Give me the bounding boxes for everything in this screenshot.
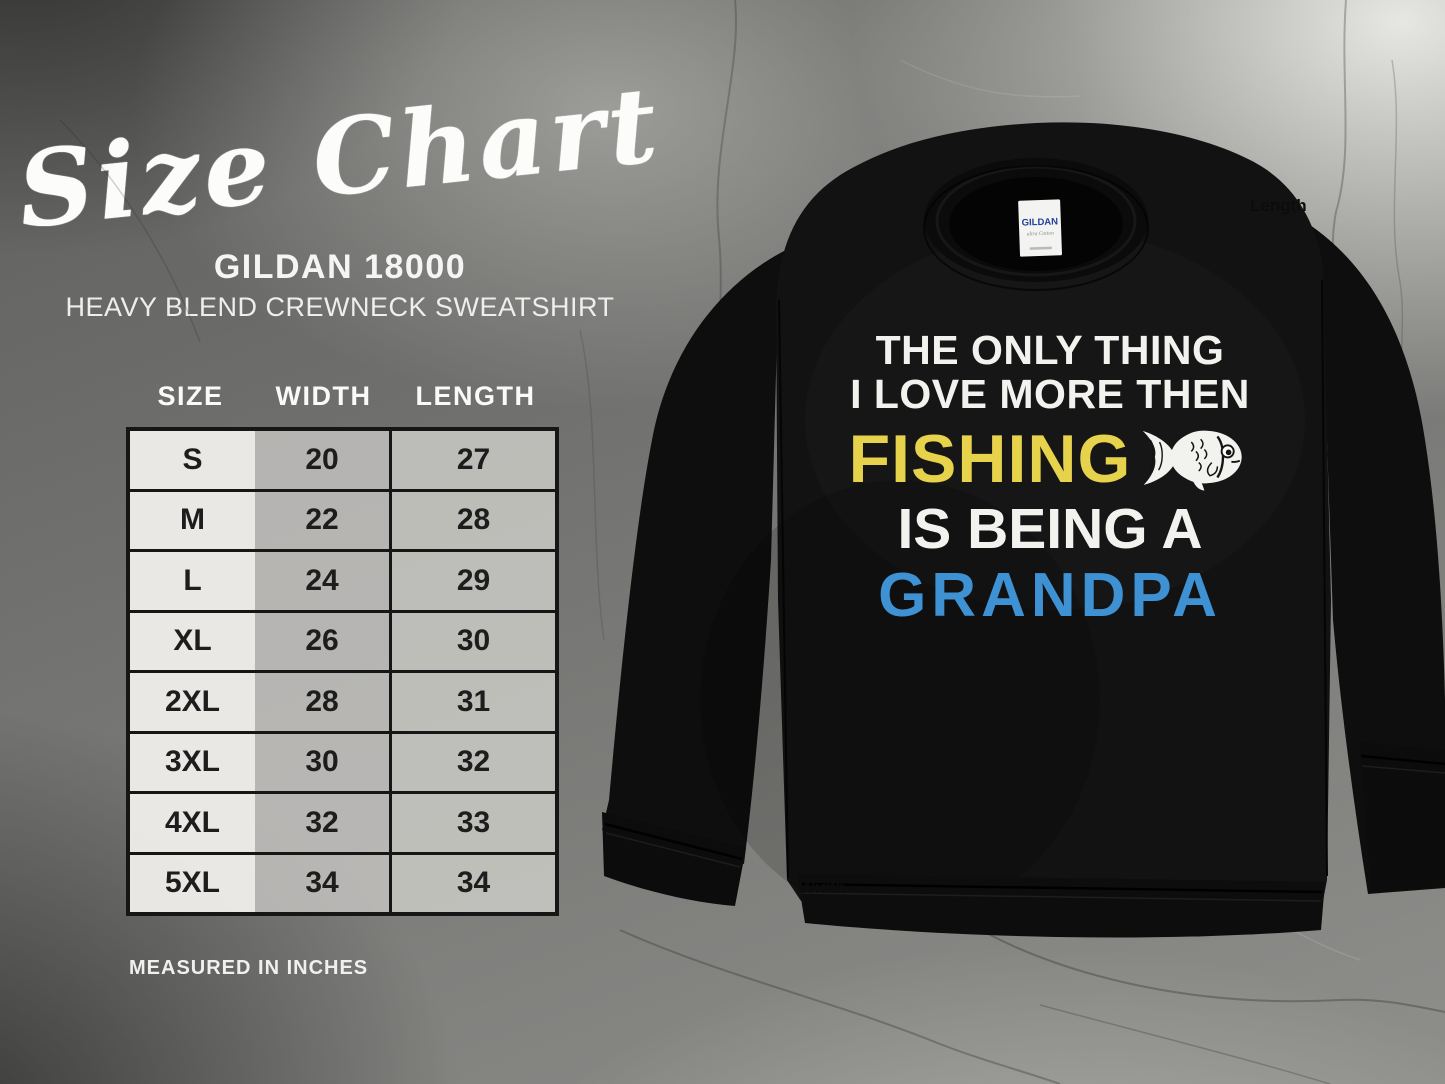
tag-brand-text: GILDAN — [1021, 216, 1058, 228]
cell-width: 24 — [255, 549, 392, 613]
table-row: L 24 29 — [128, 549, 557, 613]
cell-length: 28 — [389, 488, 557, 552]
cell-size: 4XL — [128, 791, 255, 855]
table-row: 4XL 32 33 — [128, 791, 557, 855]
length-label: Length — [1250, 196, 1307, 215]
cell-size: M — [128, 488, 255, 552]
column-header-length: LENGTH — [415, 381, 536, 411]
neck-tag: GILDAN ultra Cotton — [1018, 199, 1062, 257]
cell-size: 5XL — [128, 851, 255, 916]
table-row: 2XL 28 31 — [128, 670, 557, 734]
cell-size: L — [128, 549, 255, 613]
table-row: M 22 28 — [128, 488, 557, 552]
cell-width: 20 — [255, 427, 392, 492]
cell-width: 34 — [255, 851, 392, 916]
cell-length: 31 — [389, 670, 557, 734]
cell-length: 32 — [389, 730, 557, 794]
right-sleeve — [1310, 225, 1445, 894]
column-header-width: WIDTH — [275, 381, 372, 411]
cell-length: 27 — [389, 427, 557, 492]
table-row: 5XL 34 34 — [128, 851, 557, 916]
units-footnote: MEASURED IN INCHES — [129, 957, 369, 979]
cell-length: 34 — [389, 851, 557, 916]
table-row: 3XL 30 32 — [128, 730, 557, 794]
right-cuff — [1360, 742, 1445, 893]
cell-width: 28 — [255, 670, 392, 734]
left-cuff — [602, 812, 746, 906]
print-line-2: I LOVE MORE THEN — [850, 371, 1250, 417]
hem-band — [797, 874, 1325, 938]
fish-icon — [1139, 414, 1251, 500]
cell-size: S — [128, 427, 255, 492]
print-line-4: IS BEING A — [897, 497, 1203, 561]
tag-sub-text: ultra Cotton — [1027, 231, 1054, 238]
table-row: S 20 27 — [128, 427, 557, 492]
width-label: Width — [799, 878, 847, 897]
product-subtitle: HEAVY BLEND CREWNECK SWEATSHIRT — [65, 292, 615, 322]
cell-length: 30 — [389, 609, 557, 673]
cell-width: 32 — [255, 791, 392, 855]
print-line-grandpa: GRANDPA — [878, 561, 1222, 630]
print-line-1: THE ONLY THING — [875, 327, 1225, 373]
product-name: GILDAN 18000 — [213, 248, 467, 286]
cell-size: 3XL — [128, 730, 255, 794]
left-sleeve — [602, 248, 790, 906]
cell-size: XL — [128, 609, 255, 673]
cell-size: 2XL — [128, 670, 255, 734]
print-line-fishing: FISHING — [848, 421, 1132, 497]
cell-width: 30 — [255, 730, 392, 794]
cell-width: 22 — [255, 488, 392, 552]
cell-length: 33 — [389, 791, 557, 855]
table-row: XL 26 30 — [128, 609, 557, 673]
sweatshirt-body — [776, 122, 1331, 913]
column-header-size: SIZE — [157, 381, 224, 411]
cell-length: 29 — [389, 549, 557, 613]
size-chart-table: S 20 27 M 22 28 L 24 29 XL 26 30 2XL 28 — [126, 427, 559, 916]
table-column-headers: SIZE WIDTH LENGTH — [126, 381, 559, 412]
shirt-print-design: THE ONLY THING I LOVE MORE THEN FISHING — [818, 328, 1282, 630]
cell-width: 26 — [255, 609, 392, 673]
